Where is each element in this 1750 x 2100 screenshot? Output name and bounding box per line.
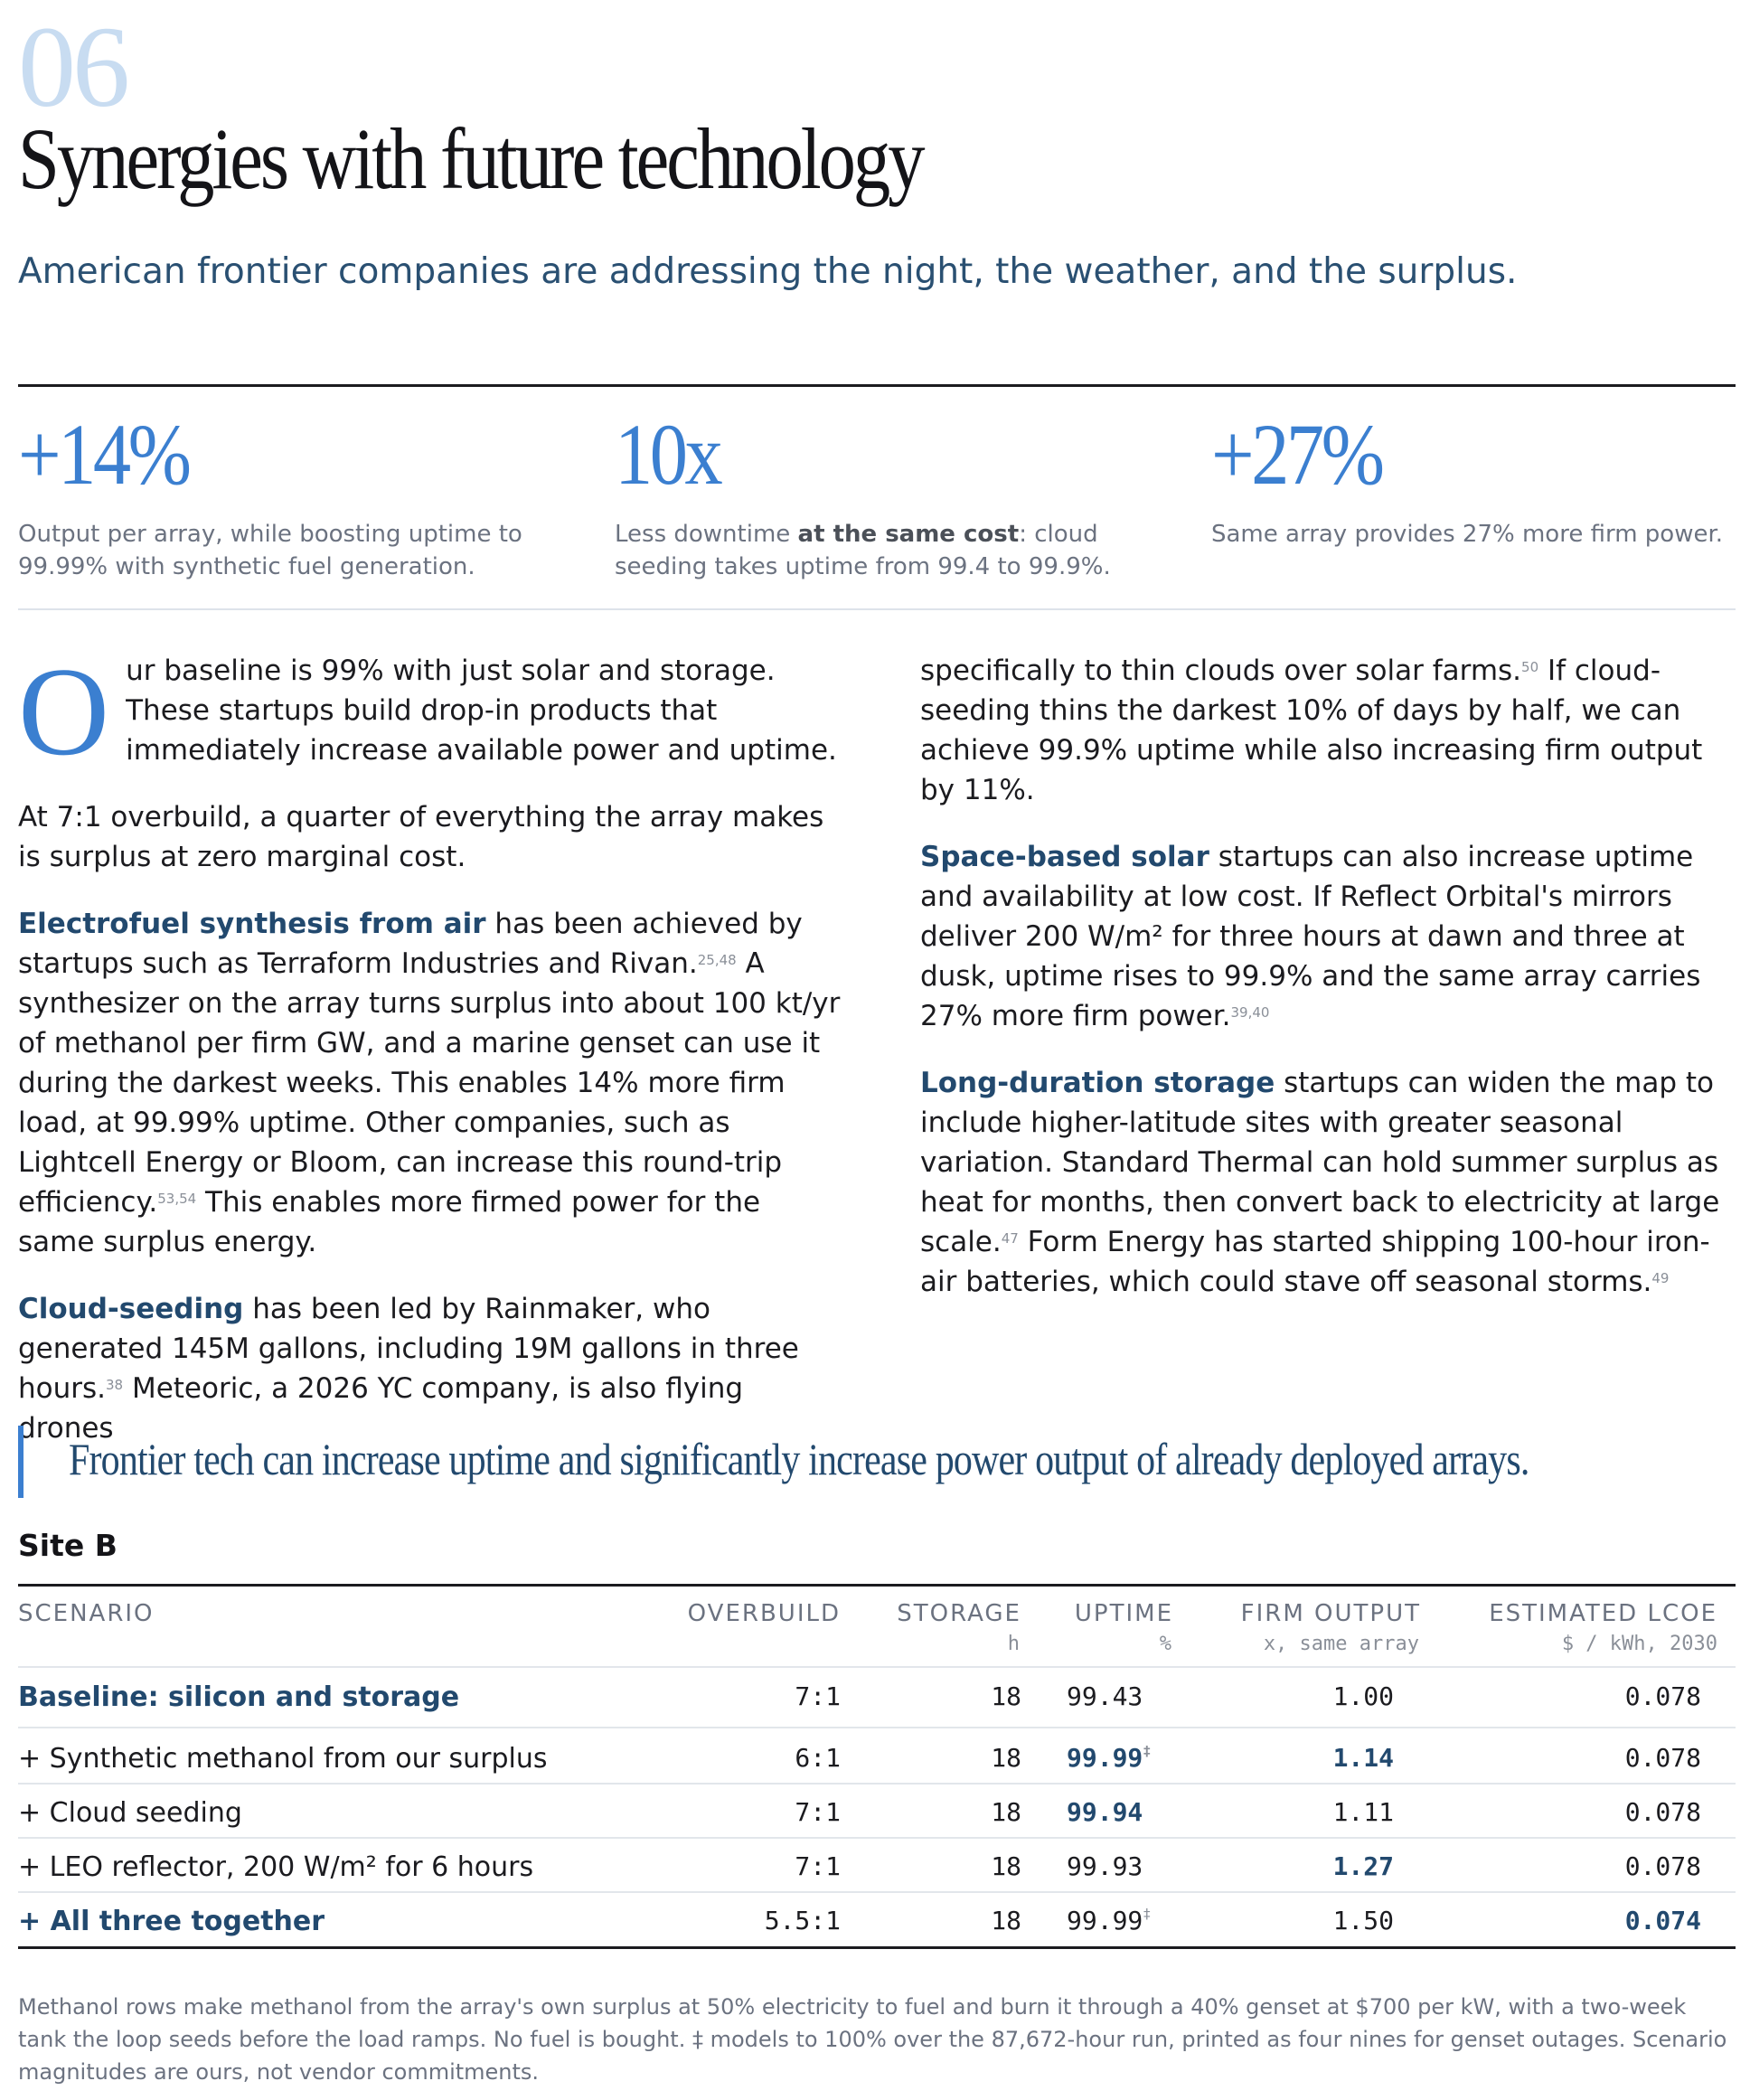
citation: 39,40: [1230, 1004, 1270, 1021]
stat-description: Same array provides 27% more firm power.: [1211, 521, 1724, 548]
cell-uptime: 99.93: [1067, 1851, 1143, 1881]
row-divider: [18, 1837, 1736, 1839]
section-number: 06: [18, 3, 130, 131]
cell-storage: 18: [991, 1743, 1021, 1773]
header-firm-output: FIRM OUTPUT: [1240, 1600, 1421, 1627]
cell-lcoe: 0.074: [1624, 1906, 1701, 1935]
pull-quote-bar: [18, 1426, 24, 1498]
stat-description: Output per array, while boosting uptime …: [18, 521, 522, 580]
cell-uptime: 99.94: [1067, 1797, 1143, 1827]
citation: 38: [106, 1377, 124, 1393]
cell-overbuild: 7:1: [795, 1851, 841, 1881]
cell-overbuild: 6:1: [795, 1743, 841, 1773]
cell-lcoe: 0.078: [1624, 1797, 1701, 1827]
table-row: + All three together 5.5:1 18 99.99‡ 1.5…: [18, 1898, 1736, 1953]
stat-description: Less downtime at the same cost: cloud se…: [615, 521, 1111, 580]
cell-scenario: + Cloud seeding: [18, 1797, 242, 1829]
table-header: SCENARIO OVERBUILD STORAGE h UPTIME % FI…: [18, 1600, 1736, 1655]
cell-scenario: + LEO reflector, 200 W/m² for 6 hours: [18, 1851, 534, 1883]
row-divider: [18, 1783, 1736, 1785]
stat-firm-power: +27% Same array provides 27% more firm p…: [1211, 411, 1750, 551]
table-row: + Cloud seeding 7:1 18 99.94 1.11 0.078: [18, 1790, 1736, 1844]
row-divider: [18, 1666, 1736, 1668]
cell-scenario: + All three together: [18, 1906, 325, 1937]
electrofuel-lead: Electrofuel synthesis from air: [18, 908, 486, 940]
table-footnote: Methanol rows make methanol from the arr…: [18, 1994, 1727, 2085]
body-column-right: specifically to thin clouds over solar f…: [920, 651, 1736, 1329]
cell-overbuild: 7:1: [795, 1797, 841, 1827]
cell-lcoe: 0.078: [1624, 1743, 1701, 1773]
storage-paragraph: Long-duration storage startups can widen…: [920, 1067, 1720, 1298]
header-lcoe-unit: $ / kWh, 2030: [1561, 1633, 1717, 1655]
header-uptime: UPTIME: [1074, 1600, 1173, 1627]
electrofuel-paragraph: Electrofuel synthesis from air has been …: [18, 908, 841, 1258]
cloud-seeding-paragraph: Cloud-seeding has been led by Rainmaker,…: [18, 1293, 799, 1445]
header-storage-unit: h: [1007, 1633, 1020, 1655]
cell-lcoe: 0.078: [1624, 1851, 1701, 1881]
storage-lead: Long-duration storage: [920, 1067, 1275, 1099]
cloud-seeding-lead: Cloud-seeding: [18, 1293, 244, 1325]
stat-value: 10x: [615, 406, 723, 503]
cloud-seeding-continued: specifically to thin clouds over solar f…: [920, 654, 1703, 806]
header-firm-output-unit: x, same array: [1263, 1633, 1419, 1655]
cell-scenario: + Synthetic methanol from our surplus: [18, 1743, 548, 1775]
citation: 47: [1001, 1230, 1019, 1247]
citation: 49: [1651, 1270, 1670, 1286]
stats-row: +14% Output per array, while boosting up…: [18, 411, 1736, 592]
overbuild-paragraph: At 7:1 overbuild, a quarter of everythin…: [18, 801, 824, 873]
stat-value: +14%: [18, 406, 192, 503]
pull-quote-text: Frontier tech can increase uptime and si…: [69, 1434, 1529, 1484]
cell-scenario: Baseline: silicon and storage: [18, 1681, 460, 1713]
stat-output: +14% Output per array, while boosting up…: [18, 411, 579, 583]
cell-firm-output: 1.11: [1332, 1797, 1394, 1827]
cell-storage: 18: [991, 1681, 1021, 1711]
row-divider: [18, 1727, 1736, 1728]
citation: 25,48: [697, 952, 737, 968]
stat-downtime: 10x Less downtime at the same cost: clou…: [615, 411, 1175, 583]
table-row: + Synthetic methanol from our surplus 6:…: [18, 1736, 1736, 1790]
page-title: Synergies with future technology: [18, 110, 925, 207]
cell-uptime: 99.99‡: [1067, 1743, 1152, 1773]
cell-firm-output: 1.27: [1332, 1851, 1394, 1881]
stats-divider: [18, 608, 1736, 610]
drop-cap: O: [18, 642, 110, 782]
cell-storage: 18: [991, 1851, 1021, 1881]
cell-firm-output: 1.50: [1332, 1906, 1394, 1935]
cell-storage: 18: [991, 1797, 1021, 1827]
header-uptime-unit: %: [1159, 1633, 1171, 1655]
cell-lcoe: 0.078: [1624, 1681, 1701, 1711]
top-divider: [18, 384, 1736, 387]
cell-firm-output: 1.00: [1332, 1681, 1394, 1711]
header-lcoe: ESTIMATED LCOE: [1489, 1600, 1717, 1627]
pull-quote: Frontier tech can increase uptime and si…: [18, 1426, 1736, 1498]
cell-storage: 18: [991, 1906, 1021, 1935]
header-overbuild: OVERBUILD: [687, 1600, 841, 1627]
cell-overbuild: 7:1: [795, 1681, 841, 1711]
cell-uptime: 99.43: [1067, 1681, 1143, 1711]
citation: 50: [1521, 659, 1539, 675]
header-scenario: SCENARIO: [18, 1600, 155, 1627]
space-solar-paragraph: Space-based solar startups can also incr…: [920, 841, 1701, 1032]
cell-overbuild: 5.5:1: [764, 1906, 841, 1935]
header-storage: STORAGE: [897, 1600, 1021, 1627]
space-solar-lead: Space-based solar: [920, 841, 1209, 873]
stat-value: +27%: [1211, 406, 1385, 503]
table-row: + LEO reflector, 200 W/m² for 6 hours 7:…: [18, 1844, 1736, 1898]
page-subtitle: American frontier companies are addressi…: [18, 251, 1518, 292]
cell-uptime: 99.99‡: [1067, 1906, 1152, 1935]
table-title: Site B: [18, 1528, 118, 1563]
row-divider: [18, 1891, 1736, 1893]
table-top-rule: [18, 1584, 1736, 1587]
citation: 53,54: [157, 1191, 197, 1207]
table-row: Baseline: silicon and storage 7:1 18 99.…: [18, 1674, 1736, 1728]
table-bottom-rule: [18, 1946, 1736, 1949]
cell-firm-output: 1.14: [1332, 1743, 1394, 1773]
